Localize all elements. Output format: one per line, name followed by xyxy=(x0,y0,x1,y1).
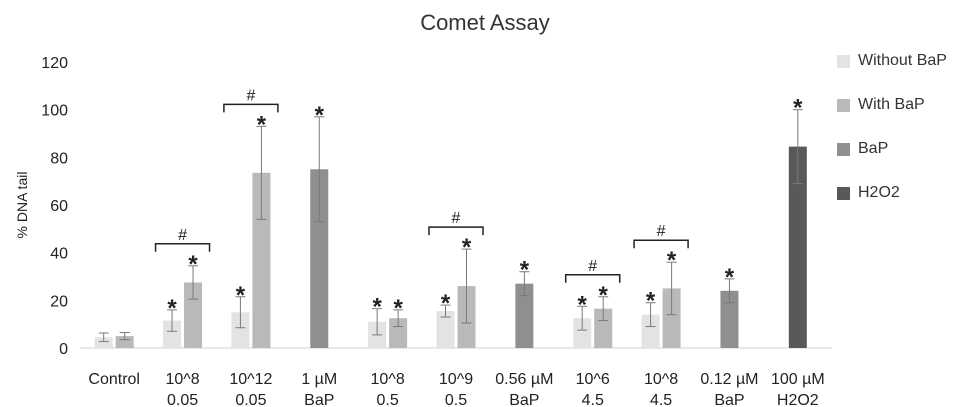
x-tick-label: 0.56 µM xyxy=(495,371,553,388)
bar xyxy=(231,312,250,348)
x-tick-label: Control xyxy=(88,371,140,388)
bar xyxy=(94,337,113,348)
bar xyxy=(436,311,455,348)
x-tick-label: H2O2 xyxy=(777,392,819,407)
x-tick-label: 0.12 µM xyxy=(700,371,758,388)
x-tick-label: 4.5 xyxy=(650,392,672,407)
comparison-marker: # xyxy=(588,258,597,275)
comparison-bracket xyxy=(428,226,484,236)
x-tick-label: 10^8 xyxy=(371,371,405,388)
x-tick-label: 4.5 xyxy=(582,392,604,407)
significance-marker: * xyxy=(520,257,530,284)
comparison-marker: # xyxy=(178,227,187,244)
legend-swatch xyxy=(837,187,850,200)
x-tick-label: 10^9 xyxy=(439,371,473,388)
significance-marker: * xyxy=(188,251,198,278)
x-tick-label: 0.5 xyxy=(445,392,467,407)
x-tick-label: 10^12 xyxy=(229,371,272,388)
x-tick-label: 1 µM xyxy=(301,371,337,388)
legend-item: Without BaP xyxy=(837,52,967,97)
bar xyxy=(310,169,329,348)
bar xyxy=(720,290,739,348)
significance-marker: * xyxy=(725,264,735,291)
legend-swatch xyxy=(837,143,850,156)
legend-item: BaP xyxy=(837,140,967,185)
bar xyxy=(641,314,660,348)
significance-marker: * xyxy=(236,282,246,309)
comparison-bracket xyxy=(154,243,211,252)
x-tick-label: BaP xyxy=(304,392,334,407)
bar xyxy=(662,288,681,348)
y-tick-label: 100 xyxy=(41,103,68,120)
significance-marker: * xyxy=(462,234,472,261)
bar xyxy=(163,320,182,348)
significance-marker: * xyxy=(167,295,177,322)
significance-marker: * xyxy=(667,247,677,274)
y-tick-label: 0 xyxy=(59,341,68,358)
x-tick-label: 10^8 xyxy=(644,371,678,388)
y-tick-label: 60 xyxy=(50,198,68,215)
significance-marker: * xyxy=(315,102,325,129)
y-axis-title: % DNA tail xyxy=(14,172,30,239)
x-tick-label: 100 µM xyxy=(771,371,825,388)
legend-label: BaP xyxy=(858,140,889,157)
legend-label: H2O2 xyxy=(858,184,900,201)
x-tick-label: 0.05 xyxy=(235,392,266,407)
comparison-marker: # xyxy=(246,87,255,104)
comparison-bracket xyxy=(633,239,689,249)
legend-swatch xyxy=(837,55,850,68)
significance-marker: * xyxy=(599,282,609,309)
comparison-bracket xyxy=(564,274,621,283)
x-tick-label: BaP xyxy=(509,392,539,407)
comparison-marker: # xyxy=(657,223,666,240)
significance-marker: * xyxy=(793,95,803,122)
chart-title: Comet Assay xyxy=(420,10,550,35)
bar xyxy=(788,146,807,348)
legend-swatch xyxy=(837,99,850,112)
significance-marker: * xyxy=(646,288,656,315)
legend: Without BaP With BaP BaP H2O2 xyxy=(837,52,967,229)
significance-marker: * xyxy=(393,295,403,322)
y-tick-label: 80 xyxy=(50,150,68,167)
significance-marker: * xyxy=(441,290,451,317)
x-tick-label: 0.05 xyxy=(167,392,198,407)
bar xyxy=(389,318,408,348)
legend-label: With BaP xyxy=(858,96,925,113)
bar xyxy=(515,283,534,348)
x-tick-label: BaP xyxy=(714,392,744,407)
bar xyxy=(252,172,271,348)
significance-marker: * xyxy=(372,294,382,321)
legend-label: Without BaP xyxy=(858,52,947,69)
x-tick-label: 10^8 xyxy=(165,371,199,388)
y-tick-label: 20 xyxy=(50,293,68,310)
x-tick-label: 0.5 xyxy=(377,392,399,407)
bar xyxy=(573,318,592,348)
comparison-marker: # xyxy=(452,210,461,227)
legend-item: With BaP xyxy=(837,96,967,141)
bar xyxy=(594,308,613,348)
significance-marker: * xyxy=(257,111,267,138)
x-tick-label: 10^6 xyxy=(576,371,610,388)
comparison-bracket xyxy=(223,103,279,113)
legend-item: H2O2 xyxy=(837,184,967,229)
significance-marker: * xyxy=(578,291,588,318)
y-tick-label: 40 xyxy=(50,246,68,263)
y-tick-label: 120 xyxy=(41,55,68,72)
bar xyxy=(115,336,134,348)
